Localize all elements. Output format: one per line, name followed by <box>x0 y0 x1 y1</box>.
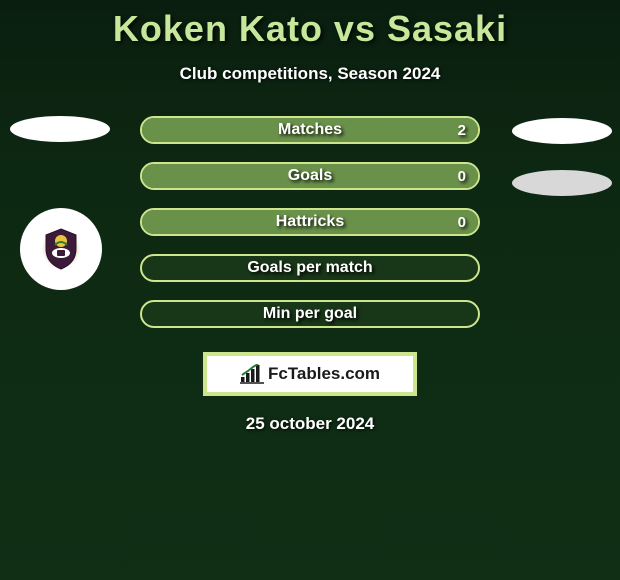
stat-bar: Matches2 <box>140 116 480 144</box>
club-crest <box>20 208 102 290</box>
stat-value: 0 <box>458 168 466 185</box>
stat-label: Goals <box>142 167 478 185</box>
stat-bars: Matches2Goals0Hattricks0Goals per matchM… <box>140 116 480 346</box>
crest-inner <box>30 218 92 280</box>
left-column <box>10 116 110 290</box>
player-placeholder-left <box>10 116 110 142</box>
brand-text: FcTables.com <box>268 364 380 384</box>
brand-box[interactable]: FcTables.com <box>203 352 417 396</box>
crest-shield-icon <box>41 227 81 271</box>
stat-bar: Hattricks0 <box>140 208 480 236</box>
player-placeholder-right-2 <box>512 170 612 196</box>
stat-label: Min per goal <box>142 305 478 323</box>
player-placeholder-right-1 <box>512 118 612 144</box>
stats-area: Matches2Goals0Hattricks0Goals per matchM… <box>0 116 620 346</box>
stat-bar: Min per goal <box>140 300 480 328</box>
stat-bar: Goals0 <box>140 162 480 190</box>
date-text: 25 october 2024 <box>0 414 620 434</box>
stat-label: Hattricks <box>142 213 478 231</box>
page-title: Koken Kato vs Sasaki <box>0 8 620 50</box>
stat-label: Goals per match <box>142 259 478 277</box>
stat-value: 0 <box>458 214 466 231</box>
stat-label: Matches <box>142 121 478 139</box>
chart-bars-icon <box>240 364 264 384</box>
stat-value: 2 <box>458 122 466 139</box>
right-column <box>512 116 612 196</box>
subtitle: Club competitions, Season 2024 <box>0 64 620 84</box>
stat-bar: Goals per match <box>140 254 480 282</box>
